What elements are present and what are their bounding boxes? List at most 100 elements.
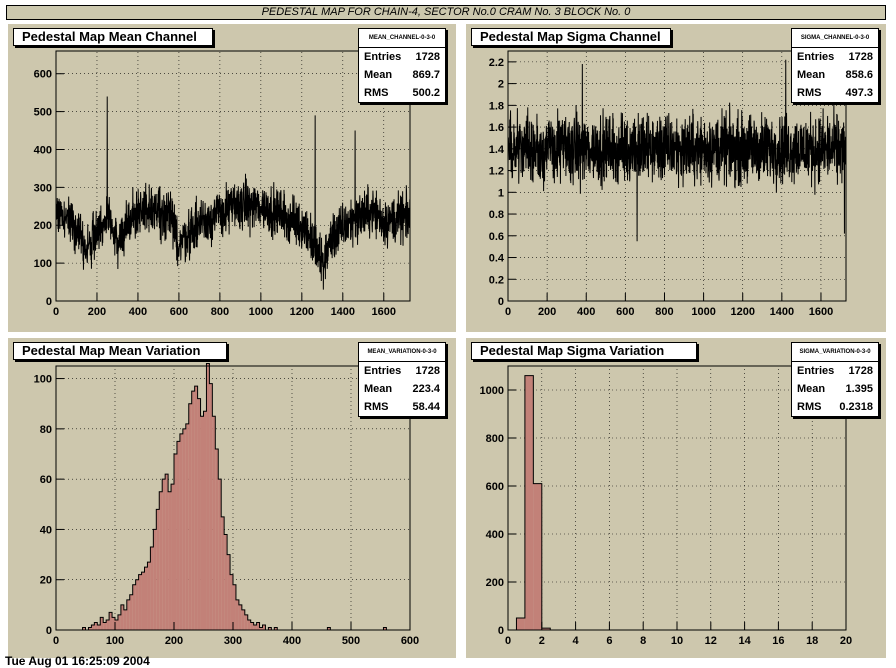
y-tick-label: 80 [40,424,52,436]
x-tick-label: 400 [129,306,147,318]
y-tick-label: 1.6 [489,122,504,134]
plot-title: Pedestal Map Sigma Variation [471,342,697,360]
y-tick-label: 600 [34,69,52,81]
y-tick-label: 1.8 [489,100,504,112]
histogram-bar [253,624,257,630]
histogram-bar [233,584,236,630]
x-tick-label: 500 [342,635,360,647]
histogram-bar [212,416,216,630]
y-tick-label: 20 [40,575,52,587]
histogram-bar [144,567,148,630]
x-tick-label: 1400 [331,306,355,318]
histogram-bar [156,509,160,630]
y-tick-label: 0.8 [489,209,504,221]
x-tick-label: 0 [53,306,59,318]
histogram-bar [256,622,260,630]
plot-title: Pedestal Map Mean Channel [13,28,213,46]
stats-row-entries: Entries 1728 [797,365,873,377]
histogram-bar [179,433,183,630]
histogram-bar [174,454,177,630]
histogram-bar [215,448,219,630]
banner-title: PEDESTAL MAP FOR CHAIN-4, SECTOR No.0 CR… [6,5,886,20]
histogram-bar [88,627,92,630]
y-tick-label: 500 [34,107,52,119]
x-tick-label: 600 [170,306,188,318]
histogram-bar [230,574,233,630]
histogram-bar [268,627,272,630]
x-tick-label: 2 [539,635,545,647]
stats-row-entries: Entries 1728 [797,51,873,63]
y-tick-label: 300 [34,182,52,194]
x-tick-label: 100 [106,635,124,647]
plot-title: Pedestal Map Mean Variation [13,342,227,360]
x-tick-label: 8 [640,635,646,647]
histogram-bar [82,627,86,630]
histogram-bar [191,391,195,630]
pad-sigma-channel: 0 200 400 600 800 1000 1200 1400 1600 0 0.2 0.4 0.6 0… [466,24,886,332]
plot-title: Pedestal Map Sigma Channel [471,28,671,46]
y-tick-label: 400 [34,144,52,156]
histogram-bar [224,534,228,630]
plot-mean-channel: 0 200 400 600 800 1000 1200 1400 1600 0 100 200 300 4… [34,50,411,318]
histogram-bar [209,383,213,630]
y-tick-label: 600 [486,481,504,493]
histogram-bar [132,584,136,630]
stats-name: MEAN_VARIATION-0-3-0 [359,343,445,362]
x-tick-label: 1600 [809,306,833,318]
x-tick-label: 200 [88,306,106,318]
histogram-bar [194,386,198,630]
stats-name: SIGMA_VARIATION-0-3-0 [792,343,878,362]
stats-box: SIGMA_VARIATION-0-3-0 Entries 1728 Mean 1.… [791,342,879,417]
histogram-bar [218,479,222,630]
histogram-bar [135,579,139,630]
histogram-bar [126,599,130,630]
histogram-bar [221,516,225,630]
histogram-bar [112,617,115,630]
y-tick-label: 100 [34,258,52,270]
y-tick-label: 1 [498,187,504,199]
histogram-bar [138,574,142,630]
histogram-bar [188,403,192,630]
pad-mean-variation: 0 100 200 300 400 500 600 0 20 40 60 80 100 Pedestal… [8,338,456,658]
histogram-bar [106,619,110,630]
histogram-bar [524,375,534,630]
y-tick-label: 0.4 [489,253,505,265]
x-tick-label: 1200 [730,306,754,318]
stats-name: MEAN_CHANNEL-0-3-0 [359,29,445,48]
histogram-bar [120,604,124,630]
y-tick-label: 800 [486,433,504,445]
x-tick-label: 18 [806,635,818,647]
x-tick-label: 1600 [372,306,396,318]
stats-row-rms: RMS 500.2 [364,87,440,99]
histogram-bar [383,627,387,630]
stats-box: SIGMA_CHANNEL-0-3-0 Entries 1728 Mean 858.… [791,28,879,103]
x-tick-label: 600 [616,306,634,318]
plot-frame [507,50,847,302]
x-tick-label: 0 [505,306,511,318]
histogram-bar [141,572,145,630]
histogram-bar [250,622,254,630]
histogram-bar [235,599,239,630]
y-tick-label: 0 [46,625,52,637]
y-tick-label: 0 [46,296,52,308]
histogram-bar [516,618,525,630]
x-tick-label: 12 [705,635,717,647]
histogram-bar [262,624,266,630]
histogram-bar [165,474,169,630]
x-tick-label: 10 [671,635,683,647]
stats-row-mean: Mean 223.4 [364,383,440,395]
pad-sigma-variation: 0 2 4 6 8 10 12 14 16 18 20 0 200 400 600 800 1000 Pedes… [466,338,886,658]
histogram-bar [123,609,127,630]
x-tick-label: 14 [738,635,751,647]
histogram-bar [153,529,157,630]
y-tick-label: 2 [498,79,504,91]
histogram-bar [115,619,118,630]
histogram-bar [541,628,551,630]
y-tick-label: 1.2 [489,166,504,178]
x-tick-label: 800 [211,306,229,318]
plot-frame [55,50,411,302]
histogram-bar [176,441,180,630]
histogram-bar [97,624,101,630]
histogram-bar [182,428,186,630]
